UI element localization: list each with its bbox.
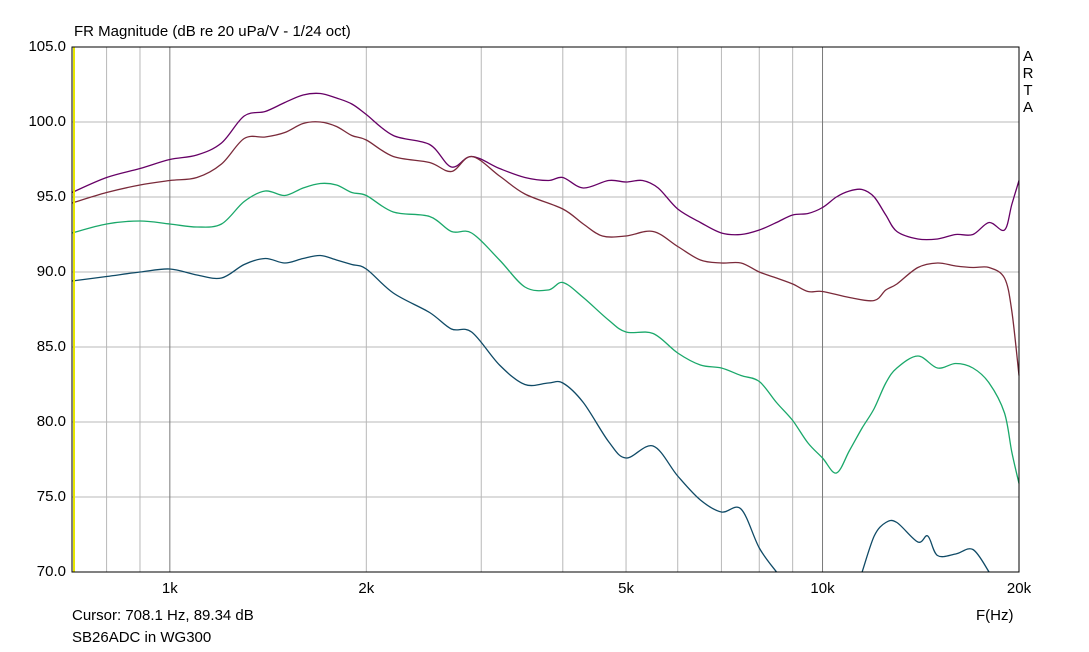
y-tick-label: 80.0 <box>36 413 66 430</box>
y-tick-label: 70.0 <box>36 563 66 580</box>
x-unit-label: F(Hz) <box>976 607 1014 624</box>
plot-frame <box>71 46 1020 573</box>
chart-caption: SB26ADC in WG300 <box>72 629 212 646</box>
series-line <box>71 92 1020 241</box>
series-line <box>71 182 1020 484</box>
series-line <box>71 254 778 573</box>
series-lines <box>71 92 1020 573</box>
brand-letter: T <box>1023 82 1033 99</box>
chart-title: FR Magnitude (dB re 20 uPa/V - 1/24 oct) <box>74 23 351 40</box>
x-tick-label: 2k <box>358 580 375 597</box>
x-tick-label: 20k <box>1006 580 1032 597</box>
series-line <box>71 121 1020 376</box>
brand-letter: A <box>1022 99 1033 116</box>
x-tick-label: 1k <box>161 580 178 597</box>
y-tick-label: 75.0 <box>36 488 66 505</box>
brand-letter: A <box>1022 48 1033 65</box>
y-tick-label: 100.0 <box>28 113 66 130</box>
brand-letter: R <box>1022 65 1034 82</box>
plot-background <box>72 47 1019 572</box>
y-tick-label: 105.0 <box>28 38 66 55</box>
cursor-readout: Cursor: 708.1 Hz, 89.34 dB <box>72 607 254 624</box>
x-tick-label: 10k <box>810 580 835 597</box>
y-tick-label: 85.0 <box>36 338 66 355</box>
x-tick-label: 5k <box>618 580 634 597</box>
grid-lines <box>72 47 1019 572</box>
y-tick-label: 95.0 <box>36 188 66 205</box>
y-tick-label: 90.0 <box>36 263 66 280</box>
series-line <box>861 519 990 573</box>
brand-letters: A R T A <box>1021 48 1035 116</box>
